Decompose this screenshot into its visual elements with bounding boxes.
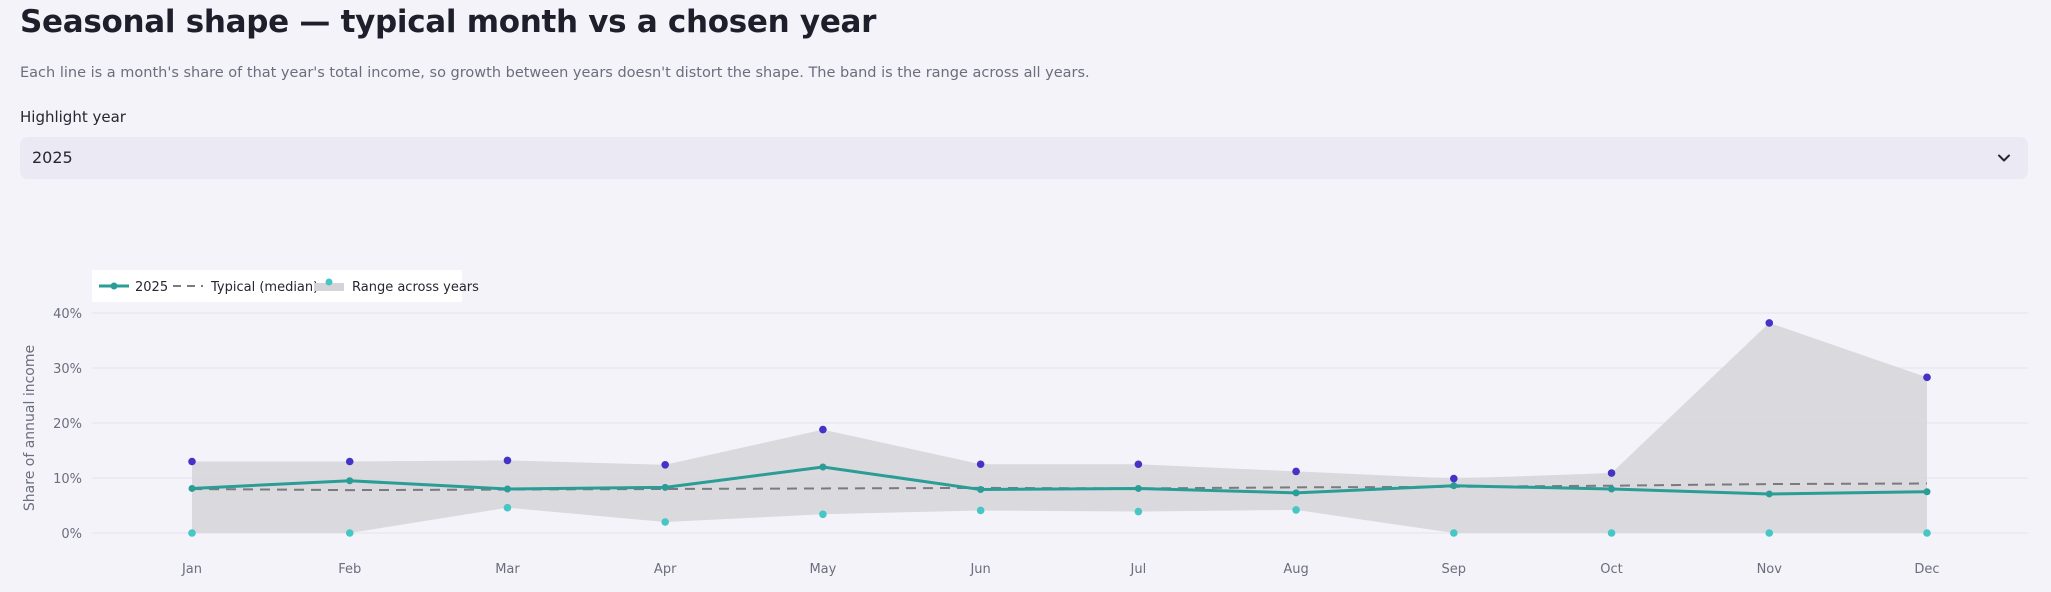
range-min-point — [661, 518, 669, 526]
range-min-point — [1292, 506, 1300, 514]
x-tick-label: Jul — [1130, 562, 1147, 577]
highlight-year-select[interactable]: 2025 — [20, 137, 2028, 179]
range-max-point — [1292, 467, 1300, 476]
highlight-year-point — [819, 463, 827, 471]
highlight-year-point — [1608, 485, 1616, 493]
range-min-point — [1765, 529, 1774, 537]
range-max-point — [1134, 460, 1143, 469]
page-title: Seasonal shape — typical month vs a chos… — [20, 4, 877, 40]
x-tick-label: Oct — [1600, 562, 1622, 577]
range-max-point — [661, 461, 669, 469]
highlight-year-point — [346, 477, 354, 485]
highlight-year-label: Highlight year — [20, 108, 126, 126]
range-max-point — [819, 425, 827, 434]
range-band — [192, 322, 1927, 533]
highlight-year-point — [1923, 488, 1931, 496]
range-max-point — [188, 457, 196, 466]
range-max-point — [976, 460, 985, 469]
legend: 2025 Typical (median) Range across years — [92, 270, 479, 302]
range-max-point — [1607, 469, 1616, 477]
legend-entry-range: Range across years — [352, 280, 479, 295]
highlight-year-line — [191, 465, 1928, 496]
range-min-point — [819, 510, 827, 519]
range-max-point — [345, 457, 354, 466]
range-max-point — [1765, 319, 1774, 327]
range-min-point — [1607, 529, 1616, 537]
range-min-point — [1134, 507, 1143, 516]
range-min-point — [188, 529, 196, 537]
highlight-year-point — [661, 483, 669, 491]
range-min-point — [976, 506, 985, 515]
x-tick-label: Jan — [181, 562, 202, 577]
page-subtitle: Each line is a month's share of that yea… — [20, 65, 1090, 81]
range-min-point — [1450, 529, 1458, 537]
highlight-year-point — [1450, 482, 1458, 490]
y-tick-label: 0% — [61, 527, 82, 542]
x-tick-label: Nov — [1757, 562, 1783, 577]
x-tick-label: Aug — [1283, 562, 1308, 577]
highlight-year-value: 2025 — [32, 148, 73, 167]
range-max-point — [503, 456, 512, 465]
chevron-down-icon — [1998, 154, 2010, 162]
y-tick-label: 40% — [53, 307, 82, 322]
x-tick-label: Mar — [495, 562, 520, 577]
y-tick-label: 30% — [53, 362, 82, 377]
x-tick-label: Jun — [969, 562, 990, 577]
x-tick-label: May — [809, 562, 836, 577]
legend-entry-highlight: 2025 — [135, 280, 168, 295]
range-max-point — [1450, 474, 1458, 483]
highlight-year-point — [977, 486, 985, 494]
y-tick-label: 20% — [53, 417, 82, 432]
range-max-point — [1923, 373, 1931, 382]
y-axis-label: Share of annual income — [22, 345, 38, 511]
range-min-point — [503, 503, 512, 512]
x-tick-label: Sep — [1442, 562, 1467, 577]
highlight-year-point — [188, 484, 196, 492]
x-tick-label: Apr — [654, 562, 677, 577]
highlight-year-point — [1134, 484, 1142, 492]
legend-entry-median: Typical (median) — [210, 280, 318, 295]
range-min-point — [1923, 529, 1931, 537]
range-min-point — [345, 529, 354, 537]
highlight-year-point — [1765, 490, 1773, 498]
highlight-year-point — [1292, 489, 1300, 497]
x-tick-label: Dec — [1914, 562, 1939, 577]
highlight-year-point — [503, 485, 511, 493]
x-tick-label: Feb — [338, 562, 361, 577]
y-tick-label: 10% — [53, 472, 82, 487]
